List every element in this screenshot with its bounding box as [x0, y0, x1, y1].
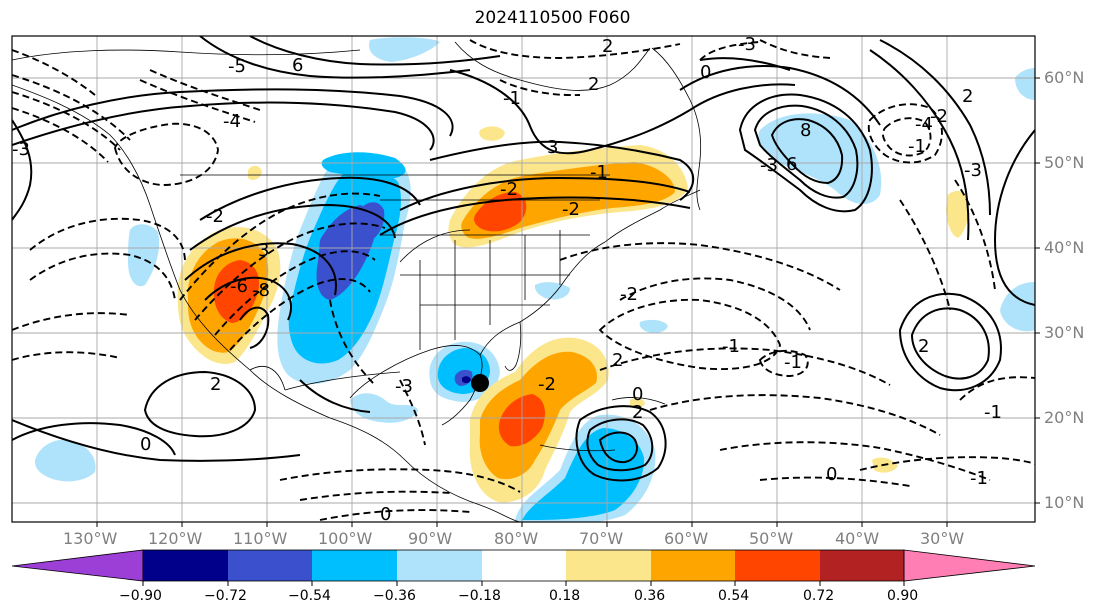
contour-label: 2: [602, 36, 613, 57]
contour-label: -3: [12, 139, 30, 160]
lon-tick-label: 70°W: [579, 529, 624, 548]
contour-label: -4: [915, 114, 933, 135]
colorbar-segment: [312, 550, 397, 581]
colorbar-segment: [143, 550, 228, 581]
contour-label: 2: [918, 336, 929, 357]
colorbar-label: 0.72: [803, 588, 835, 604]
colorbar-segment: [651, 550, 735, 581]
colorbar: [11, 549, 1036, 586]
lon-tick-label: 60°W: [664, 529, 709, 548]
coastlines: [12, 41, 702, 522]
lat-tick-label: 40°N: [1044, 238, 1085, 257]
contour-label: 0: [380, 504, 391, 525]
colorbar-label: −0.54: [288, 588, 331, 604]
contour-label: 2: [632, 402, 643, 423]
colorbar-label: 0.18: [549, 588, 581, 604]
contour-labels: 2 -3 6 -5 0 -1 -4 3 -3 8 6 -3 -4 -1 -3 -…: [12, 34, 1002, 525]
contour-label: -2: [206, 206, 224, 227]
contour-label: -3: [395, 376, 413, 397]
shaded-anomaly-field: [34, 37, 1035, 522]
lon-tick-label: 40°W: [835, 529, 880, 548]
contour-label: 2: [588, 74, 599, 95]
contour-label: -1: [784, 352, 802, 373]
map-title: 2024110500 F060: [474, 8, 631, 28]
contour-label: -3: [760, 155, 778, 176]
lon-tick-label: 130°W: [63, 529, 118, 548]
contour-label: 3: [547, 137, 558, 158]
contour-label: -1: [908, 136, 926, 157]
contour-label: 0: [140, 434, 151, 455]
colorbar-segment: [820, 550, 904, 581]
lon-tick-marks: [96, 522, 948, 527]
contour-label: 2: [210, 374, 221, 395]
lon-tick-label: 110°W: [233, 529, 288, 548]
contour-label: -2: [562, 199, 580, 220]
lat-tick-marks: [1035, 77, 1040, 504]
contour-label: -1: [984, 402, 1002, 423]
colorbar-label: −0.72: [204, 588, 247, 604]
map-frame: [11, 35, 1036, 523]
contour-label: -8: [252, 280, 270, 301]
contour-label: -3: [964, 160, 982, 181]
contour-label: -1: [722, 336, 740, 357]
contour-label: -5: [228, 56, 246, 77]
contour-label: 2: [962, 86, 973, 107]
colorbar-segment: [566, 550, 651, 581]
contour-label: -2: [538, 374, 556, 395]
lon-tick-label: 100°W: [318, 529, 373, 548]
lon-tick-label: 30°W: [920, 529, 965, 548]
colorbar-label: −0.36: [373, 588, 416, 604]
contour-label: 0: [700, 62, 711, 83]
colorbar-extend-low: [11, 549, 144, 582]
lat-tick-label: 50°N: [1044, 153, 1085, 172]
contour-label: 0: [826, 464, 837, 485]
contour-label: 2: [612, 350, 623, 371]
colorbar-segment: [397, 550, 482, 581]
lon-tick-label: 80°W: [494, 529, 539, 548]
contour-label: -2: [930, 106, 948, 127]
colorbar-segment: [482, 550, 566, 581]
colorbar-segment: [735, 550, 820, 581]
storm-center-dot: [471, 374, 489, 392]
lat-tick-label: 60°N: [1044, 68, 1085, 87]
contour-label: 8: [800, 120, 811, 141]
contour-label: -1: [970, 468, 988, 489]
dashed-contours: [12, 39, 1035, 521]
colorbar-label: 0.90: [887, 588, 919, 604]
colorbar-label: −0.90: [119, 588, 162, 604]
contour-label: -4: [223, 111, 241, 132]
contour-label: -1: [503, 88, 521, 109]
colorbar-segment: [228, 550, 312, 581]
lat-tick-label: 10°N: [1044, 493, 1085, 512]
contour-label: -2: [620, 284, 638, 305]
lat-tick-label: 20°N: [1044, 408, 1085, 427]
contour-label: 6: [786, 154, 797, 175]
colorbar-label: 0.54: [718, 588, 750, 604]
lon-tick-label: 90°W: [408, 529, 453, 548]
contour-label: 6: [292, 55, 303, 76]
contour-label: -2: [500, 179, 518, 200]
colorbar-extend-high: [903, 549, 1036, 582]
graticule: [12, 36, 1035, 522]
colorbar-label: 0.36: [634, 588, 666, 604]
contour-label: -6: [230, 276, 248, 297]
lon-tick-label: 50°W: [749, 529, 794, 548]
colorbar-label: −0.18: [458, 588, 501, 604]
contour-label: 3: [258, 240, 269, 261]
contour-label: -1: [590, 162, 608, 183]
lon-tick-label: 120°W: [148, 529, 203, 548]
contour-label: -3: [738, 34, 756, 55]
map-plot-area: 2 -3 6 -5 0 -1 -4 3 -3 8 6 -3 -4 -1 -3 -…: [12, 34, 1035, 525]
lat-tick-label: 30°N: [1044, 323, 1085, 342]
contour-label: 0: [632, 384, 643, 405]
solid-contours: [12, 36, 1035, 482]
